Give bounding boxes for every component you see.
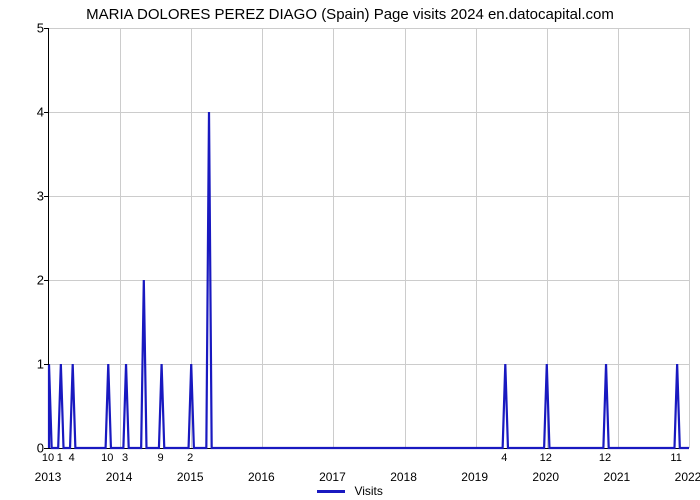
chart-title: MARIA DOLORES PEREZ DIAGO (Spain) Page v… — [0, 6, 700, 23]
gridline-v — [689, 28, 690, 448]
chart-container: MARIA DOLORES PEREZ DIAGO (Spain) Page v… — [0, 0, 700, 500]
spike-label: 4 — [69, 452, 75, 464]
xtick-year-label: 2022 — [675, 470, 700, 484]
xtick-year-label: 2021 — [604, 470, 631, 484]
ytick-label: 2 — [4, 273, 44, 288]
ytick-label: 4 — [4, 105, 44, 120]
legend: Visits — [0, 484, 700, 498]
spike-label: 10 — [101, 452, 113, 464]
spike-label: 12 — [540, 452, 552, 464]
legend-label: Visits — [354, 484, 382, 498]
visits-line — [49, 28, 689, 448]
ytick-label: 1 — [4, 357, 44, 372]
spike-label: 1 — [57, 452, 63, 464]
spike-label: 10 — [42, 452, 54, 464]
spike-label: 3 — [122, 452, 128, 464]
legend-swatch — [317, 490, 345, 493]
ytick-label: 0 — [4, 441, 44, 456]
xtick-year-label: 2016 — [248, 470, 275, 484]
xtick-year-label: 2017 — [319, 470, 346, 484]
ytick-label: 5 — [4, 21, 44, 36]
spike-label: 11 — [670, 452, 681, 464]
xtick-year-label: 2018 — [390, 470, 417, 484]
xtick-year-label: 2019 — [461, 470, 488, 484]
ytick-label: 3 — [4, 189, 44, 204]
spike-label: 9 — [158, 452, 164, 464]
spike-label: 12 — [599, 452, 611, 464]
spike-label: 2 — [187, 452, 193, 464]
spike-label: 4 — [501, 452, 507, 464]
xtick-year-label: 2020 — [532, 470, 559, 484]
xtick-year-label: 2013 — [35, 470, 62, 484]
xtick-year-label: 2014 — [106, 470, 133, 484]
xtick-year-label: 2015 — [177, 470, 204, 484]
plot-area — [48, 28, 689, 449]
